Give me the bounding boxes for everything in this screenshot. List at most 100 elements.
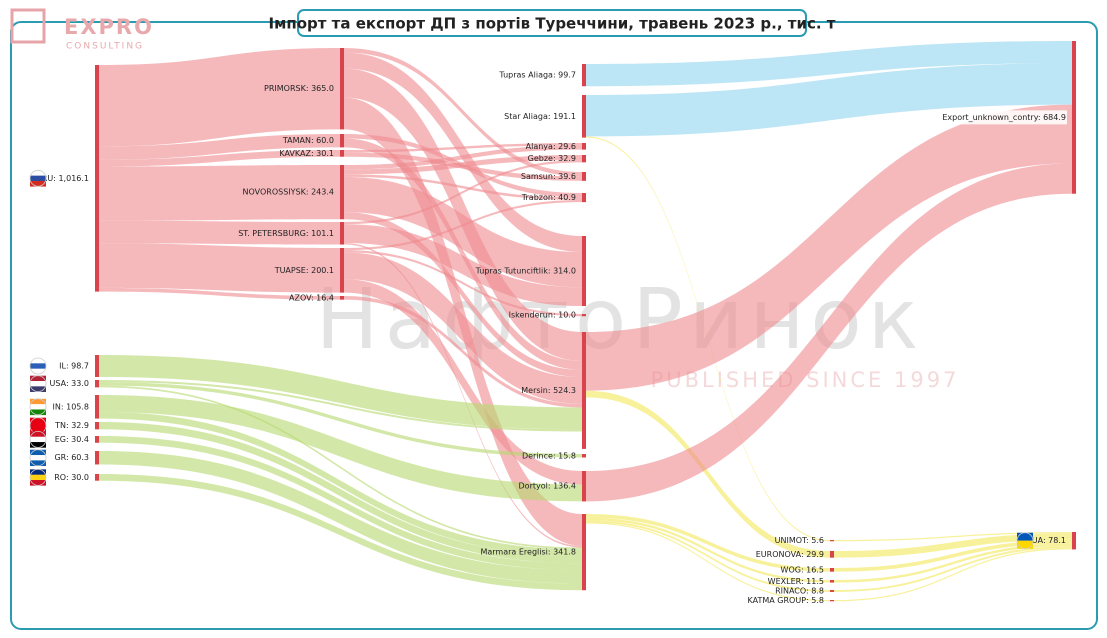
flag-stripe bbox=[30, 417, 46, 424]
flag-stripe bbox=[30, 404, 46, 410]
node-label: WOG: 16.5 bbox=[781, 565, 824, 574]
node-bar bbox=[1072, 41, 1076, 194]
node-bar bbox=[830, 540, 834, 542]
node-bar bbox=[830, 600, 834, 602]
node-bar bbox=[340, 150, 344, 157]
flag-stripe bbox=[30, 455, 46, 461]
nodes: RU: 1,016.1 IL: 98.7 USA: 33.0 IN: 105.8 TN:… bbox=[29, 41, 1076, 605]
flow-link bbox=[99, 380, 582, 432]
flow-link bbox=[344, 143, 582, 153]
flag-stripe bbox=[30, 436, 46, 443]
flag-rim bbox=[29, 169, 47, 187]
flag-icon bbox=[29, 398, 47, 416]
flow-link bbox=[586, 163, 1072, 502]
flow-link bbox=[344, 160, 582, 225]
flow-link bbox=[344, 176, 582, 288]
node-label: GR: 60.3 bbox=[54, 453, 89, 462]
flag-icon bbox=[29, 430, 47, 448]
flag-stripe bbox=[30, 170, 46, 176]
flow-link bbox=[834, 533, 1072, 558]
flag-stripe bbox=[30, 442, 46, 448]
node-label: WEXLER: 11.5 bbox=[768, 577, 824, 586]
node-bar bbox=[95, 422, 99, 430]
logo-icon bbox=[10, 8, 46, 44]
flow-link bbox=[344, 174, 582, 201]
flow-link bbox=[99, 474, 582, 591]
node-bar bbox=[582, 514, 586, 591]
node-label: RO: 30.0 bbox=[54, 473, 89, 482]
flow-link bbox=[344, 212, 582, 378]
flow-link bbox=[344, 155, 582, 175]
flag-stripe bbox=[30, 368, 46, 375]
node-bar bbox=[95, 451, 99, 465]
chart-title: Імпорт та експорт ДП з портів Туреччини,… bbox=[269, 15, 836, 33]
node-label: KATMA GROUP: 5.8 bbox=[748, 596, 824, 605]
flag-stripe bbox=[30, 449, 46, 456]
flow-link bbox=[344, 200, 582, 251]
label-bg bbox=[940, 110, 1067, 125]
flow-link bbox=[586, 104, 1072, 391]
flag-stripe bbox=[30, 175, 46, 182]
flag-stripe bbox=[30, 474, 46, 481]
flag-stripe bbox=[30, 398, 46, 405]
flow-link bbox=[586, 514, 830, 572]
flow-link bbox=[834, 543, 1072, 583]
node-label: KAVKAZ: 30.1 bbox=[279, 149, 334, 158]
node-label: AZOV: 16.4 bbox=[289, 293, 334, 302]
flow-link bbox=[99, 382, 582, 458]
node-label: NOVOROSSIYSK: 243.4 bbox=[243, 188, 335, 197]
node-bar bbox=[582, 236, 586, 307]
node-label: IN: 105.8 bbox=[53, 402, 89, 411]
flow-link bbox=[834, 546, 1072, 592]
node-label: TAMAN: 60.0 bbox=[282, 136, 334, 145]
flag-stripe bbox=[30, 358, 46, 364]
node-bar bbox=[830, 551, 834, 558]
flag-rim bbox=[29, 375, 47, 393]
node-bar bbox=[95, 65, 99, 292]
flow-link bbox=[586, 522, 830, 602]
flag-stripe bbox=[30, 363, 46, 369]
node-bar bbox=[340, 248, 344, 293]
flag-stripe bbox=[30, 423, 46, 429]
flow-link bbox=[344, 279, 582, 485]
node-label: Derince: 15.8 bbox=[522, 451, 576, 460]
node-label: UNIMOT: 5.6 bbox=[775, 536, 824, 545]
node-bar bbox=[340, 296, 344, 300]
flow-link bbox=[344, 138, 582, 370]
flag-rim bbox=[29, 430, 47, 448]
node-bar bbox=[582, 454, 586, 458]
node-label: Mersin: 524.3 bbox=[521, 386, 576, 395]
flow-link bbox=[99, 220, 340, 245]
node-label: EG: 30.4 bbox=[55, 435, 89, 444]
node-label: UA: 78.1 bbox=[1032, 536, 1066, 545]
node-label: RU: 1,016.1 bbox=[42, 174, 89, 183]
node-bar bbox=[582, 332, 586, 449]
flow-link bbox=[99, 243, 340, 293]
node-bar bbox=[830, 580, 834, 583]
flag-stripe bbox=[30, 480, 46, 486]
flag-rim bbox=[29, 398, 47, 416]
flow-link bbox=[99, 411, 582, 556]
flow-link bbox=[99, 165, 340, 221]
title-box bbox=[297, 9, 807, 37]
flag-stripe bbox=[30, 386, 46, 392]
node-label: IL: 98.7 bbox=[59, 362, 89, 371]
flag-icon bbox=[1016, 532, 1034, 550]
node-label: EURONOVA: 29.9 bbox=[756, 550, 824, 559]
node-bar bbox=[95, 436, 99, 443]
flag-stripe bbox=[30, 469, 46, 475]
node-bar bbox=[582, 64, 586, 87]
flow-link bbox=[99, 436, 582, 571]
links bbox=[99, 41, 1072, 602]
node-label: Trabzon: 40.9 bbox=[521, 193, 576, 202]
flag-stripe bbox=[30, 460, 46, 467]
node-label: Iskenderun: 10.0 bbox=[509, 311, 576, 320]
node-label: Marmara Ereglisi: 341.8 bbox=[480, 548, 576, 557]
flow-link bbox=[99, 395, 582, 502]
logo-name: EXPRO bbox=[64, 15, 154, 39]
node-label: PRIMORSK: 365.0 bbox=[264, 84, 334, 93]
node-bar bbox=[582, 155, 586, 163]
node-label: USA: 33.0 bbox=[50, 379, 89, 388]
node-label: Star Aliaga: 191.1 bbox=[504, 112, 576, 121]
